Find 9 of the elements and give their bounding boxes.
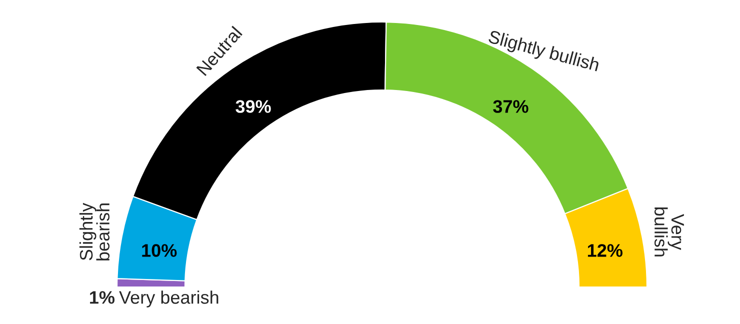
data-label: 12% <box>588 244 622 257</box>
data-label: 37% <box>493 100 528 113</box>
data-label: 39% <box>236 100 271 113</box>
slice-label: Slightly bearish <box>79 202 110 260</box>
data-label: 10% <box>142 244 177 257</box>
slice-label: Very bullish <box>654 208 684 256</box>
slice-label: Very bearish <box>119 290 218 308</box>
slice-label: Slightly bullish <box>486 30 600 75</box>
data-label: 1% <box>90 291 115 304</box>
